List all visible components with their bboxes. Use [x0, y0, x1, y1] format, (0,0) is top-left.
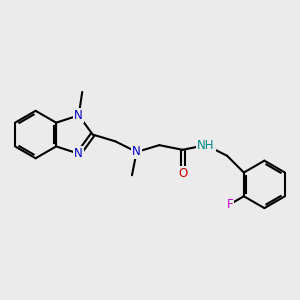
Text: N: N — [74, 109, 83, 122]
Text: N: N — [74, 147, 83, 160]
Text: F: F — [227, 198, 233, 211]
Text: N: N — [132, 146, 141, 158]
Text: O: O — [178, 167, 187, 180]
Text: NH: NH — [197, 139, 214, 152]
